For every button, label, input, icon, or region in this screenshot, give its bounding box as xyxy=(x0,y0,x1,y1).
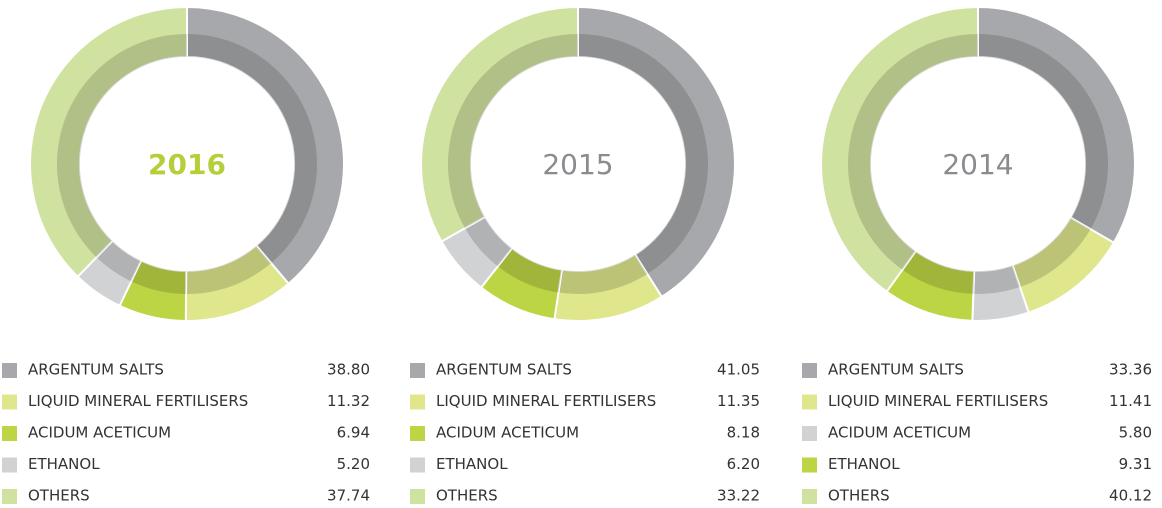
legend-value: 37.74 xyxy=(327,487,370,505)
legend-value: 11.32 xyxy=(327,392,370,410)
legend-swatch xyxy=(410,363,425,378)
legend-value: 33.36 xyxy=(1109,361,1152,379)
segment-inner xyxy=(464,216,512,267)
legend-label: LIQUID MINERAL FERTILISERS xyxy=(828,392,1048,410)
segment-outer xyxy=(577,5,736,299)
legend-label: OTHERS xyxy=(436,487,498,505)
legend-value: 5.20 xyxy=(337,455,370,473)
legend-value: 40.12 xyxy=(1109,487,1152,505)
segment-inner xyxy=(902,251,975,294)
segment-inner xyxy=(447,34,578,229)
segment-inner xyxy=(578,34,708,274)
segment xyxy=(971,264,1030,322)
segment xyxy=(577,5,736,299)
segment-outer xyxy=(29,5,188,279)
segment-inner xyxy=(186,245,272,294)
legend-label: ETHANOL xyxy=(436,455,508,473)
legend-swatch xyxy=(2,394,17,410)
segment xyxy=(553,253,664,322)
center-year: 2016 xyxy=(148,148,226,181)
legend-value: 8.18 xyxy=(727,424,760,442)
segment-inner xyxy=(131,260,187,294)
legend-value: 9.31 xyxy=(1119,455,1152,473)
legend-label: LIQUID MINERAL FERTILISERS xyxy=(28,392,248,410)
center-year: 2014 xyxy=(942,148,1013,181)
segment xyxy=(118,259,188,323)
segment-inner xyxy=(497,248,562,293)
legend-label: ARGENTUM SALTS xyxy=(828,361,964,379)
legend-label: LIQUID MINERAL FERTILISERS xyxy=(436,392,656,410)
legend-swatch xyxy=(802,394,817,410)
legend-swatch xyxy=(410,489,425,504)
segment-inner xyxy=(558,254,648,294)
legend-label: ETHANOL xyxy=(828,455,900,473)
legend-value: 38.80 xyxy=(327,361,370,379)
center-year: 2015 xyxy=(542,148,613,181)
legend-swatch xyxy=(410,426,425,441)
legend-swatch xyxy=(410,457,425,473)
legend-swatch xyxy=(802,489,817,504)
legend-label: ACIDUM ACETICUM xyxy=(28,424,171,442)
legend-label: ETHANOL xyxy=(28,455,100,473)
legend-swatch xyxy=(2,489,17,504)
legend-value: 11.35 xyxy=(717,392,760,410)
legend-label: ARGENTUM SALTS xyxy=(436,361,572,379)
segment-inner xyxy=(848,34,978,270)
legend-value: 33.22 xyxy=(717,487,760,505)
legend-label: ACIDUM ACETICUM xyxy=(436,424,579,442)
segment xyxy=(29,5,188,279)
center-hole xyxy=(471,57,685,271)
legend-label: OTHERS xyxy=(28,487,90,505)
legend-value: 6.20 xyxy=(727,455,760,473)
segment-inner xyxy=(1012,217,1091,288)
legend-swatch xyxy=(802,426,817,441)
segment-inner xyxy=(187,34,317,264)
segment-inner xyxy=(96,240,142,282)
legend-swatch xyxy=(2,426,17,441)
segment-inner xyxy=(978,34,1109,230)
legend-value: 41.05 xyxy=(717,361,760,379)
legend-swatch xyxy=(410,394,425,410)
segment-inner xyxy=(973,265,1020,294)
legend-swatch xyxy=(802,457,817,473)
legend-value: 6.94 xyxy=(337,424,370,442)
legend-label: ACIDUM ACETICUM xyxy=(828,424,971,442)
segment-inner xyxy=(57,33,187,258)
legend-swatch xyxy=(2,457,17,473)
legend-swatch xyxy=(2,363,17,378)
legend-value: 11.41 xyxy=(1109,392,1152,410)
legend-label: ARGENTUM SALTS xyxy=(28,361,164,379)
legend-swatch xyxy=(802,363,817,378)
legend-label: OTHERS xyxy=(828,487,890,505)
center-hole xyxy=(871,57,1085,271)
legend-value: 5.80 xyxy=(1119,424,1152,442)
center-hole xyxy=(80,57,294,271)
